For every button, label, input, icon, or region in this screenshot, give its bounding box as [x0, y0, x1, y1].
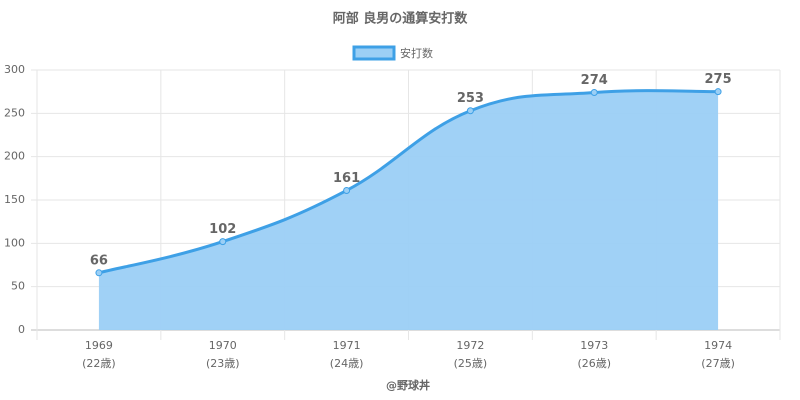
y-tick-label: 150 [4, 193, 25, 206]
y-tick-label: 50 [11, 280, 25, 293]
point [343, 186, 351, 194]
legend-label: 安打数 [400, 46, 433, 60]
x-tick-label: 1973 [580, 339, 608, 352]
x-tick-label: (27歳) [701, 357, 735, 370]
point [466, 107, 474, 115]
value-label: 102 [209, 222, 236, 237]
chart-title: 阿部 良男の通算安打数 [333, 11, 469, 27]
y-tick-label: 300 [4, 63, 25, 76]
credit: @野球丼 [386, 378, 430, 392]
line [98, 89, 719, 275]
y-tick-label: 0 [18, 323, 25, 336]
value-label: 66 [90, 253, 108, 268]
x-tick-label: (24歳) [330, 357, 364, 370]
point [219, 238, 227, 246]
point [95, 269, 103, 277]
x-tick-label: 1970 [209, 339, 237, 352]
x-tick-label: (22歳) [82, 357, 116, 370]
area [98, 90, 719, 330]
x-tick-label: (25歳) [454, 357, 488, 370]
point [714, 88, 722, 96]
legend-swatch [352, 45, 396, 61]
value-label: 253 [457, 91, 484, 106]
x-tick-label: (26歳) [577, 357, 611, 370]
value-label: 161 [333, 171, 360, 186]
y-tick-label: 250 [4, 106, 25, 119]
y-tick-label: 200 [4, 150, 25, 163]
x-tick-label: 1972 [456, 339, 484, 352]
point [590, 89, 598, 97]
value-label: 274 [581, 73, 608, 88]
x-tick-label: 1969 [85, 339, 113, 352]
x-tick-label: 1974 [704, 339, 732, 352]
x-tick-label: 1971 [333, 339, 361, 352]
x-tick-label: (23歳) [206, 357, 240, 370]
y-tick-label: 100 [4, 236, 25, 249]
value-label: 275 [705, 72, 732, 87]
